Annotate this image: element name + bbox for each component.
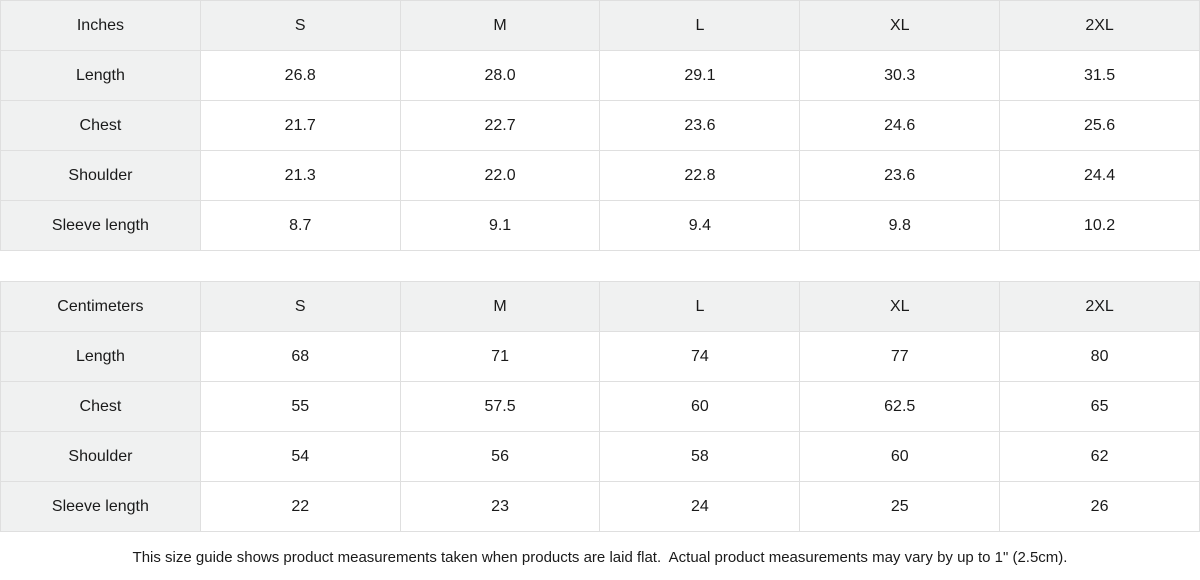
measurement-value: 58 [599, 431, 801, 482]
table-row: Length 68 71 74 77 80 [0, 331, 1200, 382]
measurement-label: Shoulder [0, 431, 201, 482]
measurement-value: 28.0 [399, 50, 601, 101]
measurement-label: Shoulder [0, 150, 201, 201]
size-table-inches: Inches S M L XL 2XL Length 26.8 28.0 29.1 30.3 31.5… [0, 0, 1200, 251]
measurement-label: Chest [0, 100, 201, 151]
size-column-header: S [199, 281, 401, 332]
measurement-value: 60 [799, 431, 1001, 482]
measurement-label: Length [0, 331, 201, 382]
measurement-value: 24 [599, 481, 801, 532]
measurement-value: 9.8 [799, 200, 1001, 251]
measurement-label: Sleeve length [0, 200, 201, 251]
measurement-value: 71 [399, 331, 601, 382]
size-column-header: M [399, 0, 601, 51]
table-row: Shoulder 21.3 22.0 22.8 23.6 24.4 [0, 150, 1200, 201]
measurement-value: 25 [799, 481, 1001, 532]
size-table-centimeters: Centimeters S M L XL 2XL Length 68 71 74 77 80 Chest… [0, 281, 1200, 532]
table-row: Length 26.8 28.0 29.1 30.3 31.5 [0, 50, 1200, 101]
size-table-header-row: Centimeters S M L XL 2XL [0, 281, 1200, 332]
table-gap [0, 251, 1200, 281]
measurement-value: 65 [999, 381, 1200, 432]
measurement-value: 55 [199, 381, 401, 432]
measurement-value: 9.4 [599, 200, 801, 251]
measurement-value: 62.5 [799, 381, 1001, 432]
table-row: Sleeve length 22 23 24 25 26 [0, 481, 1200, 532]
size-column-header: L [599, 281, 801, 332]
measurement-value: 21.7 [199, 100, 401, 151]
measurement-value: 23 [399, 481, 601, 532]
measurement-value: 9.1 [399, 200, 601, 251]
size-column-header: 2XL [999, 0, 1200, 51]
measurement-value: 30.3 [799, 50, 1001, 101]
measurement-value: 57.5 [399, 381, 601, 432]
measurement-value: 62 [999, 431, 1200, 482]
measurement-value: 8.7 [199, 200, 401, 251]
size-table-header-row: Inches S M L XL 2XL [0, 0, 1200, 51]
size-column-header: XL [799, 0, 1001, 51]
size-column-header: 2XL [999, 281, 1200, 332]
measurement-value: 25.6 [999, 100, 1200, 151]
measurement-label: Chest [0, 381, 201, 432]
measurement-value: 22.0 [399, 150, 601, 201]
measurement-value: 54 [199, 431, 401, 482]
measurement-label: Sleeve length [0, 481, 201, 532]
measurement-value: 22 [199, 481, 401, 532]
measurement-value: 10.2 [999, 200, 1200, 251]
unit-label: Centimeters [0, 281, 201, 332]
measurement-value: 24.4 [999, 150, 1200, 201]
size-column-header: XL [799, 281, 1001, 332]
measurement-value: 22.7 [399, 100, 601, 151]
size-guide-note: This size guide shows product measuremen… [0, 532, 1200, 580]
table-row: Chest 21.7 22.7 23.6 24.6 25.6 [0, 100, 1200, 151]
measurement-value: 26 [999, 481, 1200, 532]
size-column-header: M [399, 281, 601, 332]
table-row: Chest 55 57.5 60 62.5 65 [0, 381, 1200, 432]
measurement-value: 23.6 [599, 100, 801, 151]
table-row: Sleeve length 8.7 9.1 9.4 9.8 10.2 [0, 200, 1200, 251]
measurement-value: 68 [199, 331, 401, 382]
measurement-value: 24.6 [799, 100, 1001, 151]
measurement-label: Length [0, 50, 201, 101]
measurement-value: 80 [999, 331, 1200, 382]
measurement-value: 56 [399, 431, 601, 482]
table-row: Shoulder 54 56 58 60 62 [0, 431, 1200, 482]
unit-label: Inches [0, 0, 201, 51]
size-column-header: L [599, 0, 801, 51]
measurement-value: 74 [599, 331, 801, 382]
measurement-value: 21.3 [199, 150, 401, 201]
measurement-value: 77 [799, 331, 1001, 382]
measurement-value: 26.8 [199, 50, 401, 101]
measurement-value: 22.8 [599, 150, 801, 201]
measurement-value: 31.5 [999, 50, 1200, 101]
measurement-value: 29.1 [599, 50, 801, 101]
size-column-header: S [199, 0, 401, 51]
measurement-value: 23.6 [799, 150, 1001, 201]
measurement-value: 60 [599, 381, 801, 432]
